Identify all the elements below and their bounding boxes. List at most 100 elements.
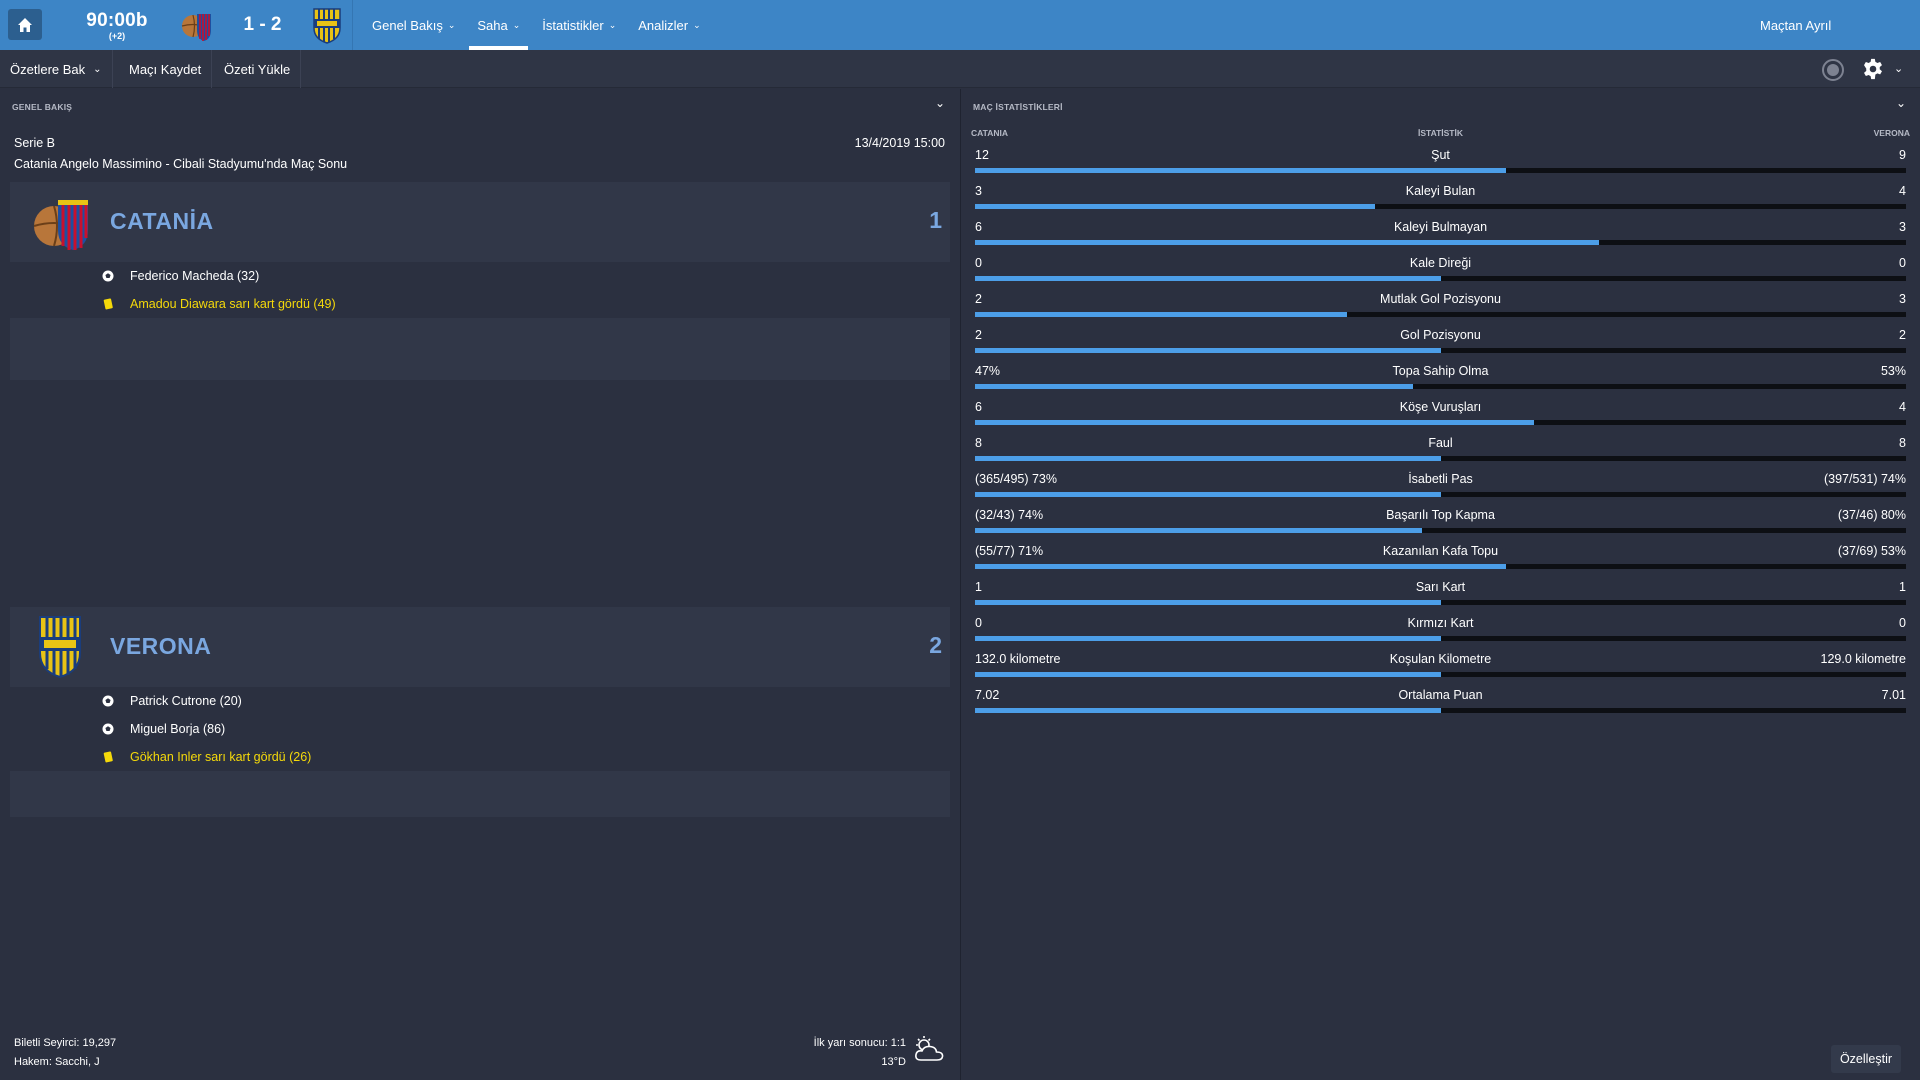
added-time: (+2): [108, 31, 126, 41]
leave-match-button[interactable]: Maçtan Ayrıl: [1760, 18, 1832, 33]
stats-col-away: VERONA: [1873, 128, 1910, 138]
goal-ball-icon: [102, 270, 114, 282]
nav-saha[interactable]: Saha ⌄: [469, 0, 529, 50]
event-goal[interactable]: Patrick Cutrone (20): [10, 687, 950, 715]
top-separator: [352, 0, 353, 50]
stat-label: Kaleyi Bulmayan: [1393, 220, 1488, 234]
goal-ball-icon: [102, 723, 114, 735]
event-text: Patrick Cutrone (20): [130, 694, 242, 708]
stat-bar-fill: [975, 456, 1441, 461]
event-goal[interactable]: Federico Macheda (32): [10, 262, 950, 290]
stat-away-value: 129.0 kilometre: [1820, 652, 1906, 666]
event-goal[interactable]: Miguel Borja (86): [10, 715, 950, 743]
load-highlights-button[interactable]: Özeti Yükle: [214, 50, 302, 88]
stat-bar: [975, 240, 1906, 245]
stat-label: Gol Pozisyonu: [1400, 328, 1481, 342]
nav-label: İstatistikler: [542, 17, 604, 33]
stats-col-home: CATANIA: [971, 128, 1008, 138]
overview-section-title: GENEL BAKIŞ: [12, 102, 73, 112]
event-yellow-card[interactable]: Gökhan Inler sarı kart gördü (26): [10, 743, 950, 771]
stat-home-value: 0: [975, 256, 982, 270]
goal-ball-icon: [102, 695, 114, 707]
stat-row: 6 Kaleyi Bulmayan 3: [975, 217, 1906, 253]
stat-away-value: 9: [1899, 148, 1906, 162]
stat-label: Kale Direği: [1409, 256, 1472, 270]
record-icon[interactable]: [1822, 59, 1844, 81]
stat-bar-fill: [975, 168, 1506, 173]
save-match-button[interactable]: Maçı Kaydet: [119, 50, 213, 88]
view-highlights-button[interactable]: Özetlere Bak ⌄: [0, 50, 113, 88]
stat-bar-fill: [975, 276, 1441, 281]
stat-label: Mutlak Gol Pozisyonu: [1380, 292, 1501, 306]
chevron-down-icon: ⌄: [93, 63, 102, 75]
panel-divider: [960, 89, 961, 1080]
home-button[interactable]: [8, 9, 42, 40]
nav-istatistikler[interactable]: İstatistikler ⌄: [534, 0, 624, 50]
stat-away-value: 3: [1899, 292, 1906, 306]
home-icon: [18, 17, 32, 32]
stat-away-value: 8: [1899, 436, 1906, 450]
stat-home-value: 1: [975, 580, 982, 594]
match-datetime: 13/4/2019 15:00: [854, 136, 945, 150]
chevron-down-icon: ⌄: [512, 19, 521, 30]
stat-label: Köşe Vuruşları: [1399, 400, 1482, 414]
stat-label: Şut: [1431, 148, 1450, 162]
stat-label: Sarı Kart: [1415, 580, 1466, 594]
catania-crest-icon: [181, 14, 211, 41]
stat-label: Başarılı Top Kapma: [1386, 508, 1495, 522]
stat-home-value: 6: [975, 220, 982, 234]
stat-away-value: 53%: [1880, 364, 1906, 378]
stat-away-value: 3: [1899, 220, 1906, 234]
stat-label: Kırmızı Kart: [1407, 616, 1474, 630]
stat-away-value: 4: [1899, 184, 1906, 198]
stat-bar: [975, 564, 1906, 569]
stat-row: 2 Gol Pozisyonu 2: [975, 325, 1906, 361]
collapse-chevron-icon[interactable]: ⌄: [1896, 96, 1907, 110]
stat-home-value: 6: [975, 400, 982, 414]
overview-panel: GENEL BAKIŞ ⌄ Serie B Catania Angelo Mas…: [0, 89, 960, 1080]
event-text: Amadou Diawara sarı kart gördü (49): [130, 297, 336, 311]
stat-bar: [975, 636, 1906, 641]
home-team-name[interactable]: CATANİA: [110, 208, 214, 234]
verona-crest-icon: [39, 616, 81, 679]
collapse-chevron-icon[interactable]: ⌄: [935, 96, 946, 110]
match-clock: 90:00b (+2): [84, 11, 150, 42]
stat-home-value: 2: [975, 328, 982, 342]
event-text: Miguel Borja (86): [130, 722, 226, 736]
nav-label: Saha: [477, 17, 508, 33]
settings-chevron-icon[interactable]: ⌄: [1894, 63, 1904, 75]
event-yellow-card[interactable]: Amadou Diawara sarı kart gördü (49): [10, 290, 950, 318]
nav-label: Analizler: [638, 17, 689, 33]
stat-away-value: (37/69) 53%: [1837, 544, 1906, 558]
nav-genel-bakis[interactable]: Genel Bakış ⌄: [364, 0, 463, 50]
stat-bar-fill: [975, 420, 1534, 425]
stat-label: Koşulan Kilometre: [1389, 652, 1492, 666]
stat-row: (32/43) 74% Başarılı Top Kapma (37/46) 80%: [975, 505, 1906, 541]
temperature-text: 13°D: [881, 1056, 906, 1068]
stat-bar-fill: [975, 600, 1441, 605]
stat-away-value: 0: [1899, 256, 1906, 270]
nav-analizler[interactable]: Analizler ⌄: [630, 0, 708, 50]
match-stats-panel: MAÇ İSTATİSTİKLERİ ⌄ CATANIA İSTATİSTİK …: [961, 89, 1920, 1080]
stat-bar: [975, 708, 1906, 713]
stat-home-value: 12: [975, 148, 989, 162]
stats-section-title: MAÇ İSTATİSTİKLERİ: [973, 102, 1063, 112]
away-team-score: 2: [929, 632, 942, 658]
stat-home-value: 7.02: [975, 688, 1000, 702]
away-team-name[interactable]: VERONA: [110, 633, 212, 659]
match-score: 1 - 2: [243, 14, 282, 35]
stat-bar-fill: [975, 384, 1413, 389]
stat-bar-fill: [975, 348, 1441, 353]
customize-button[interactable]: Özelleştir: [1831, 1045, 1901, 1073]
stat-row: 132.0 kilometre Koşulan Kilometre 129.0 ki…: [975, 649, 1906, 685]
stat-bar: [975, 420, 1906, 425]
yellow-card-icon: [103, 298, 113, 310]
stat-bar: [975, 456, 1906, 461]
stat-row: 47% Topa Sahip Olma 53%: [975, 361, 1906, 397]
stat-row: 7.02 Ortalama Puan 7.01: [975, 685, 1906, 721]
stat-away-value: 0: [1899, 616, 1906, 630]
competition-name: Serie B: [14, 136, 55, 150]
nav-label: Genel Bakış: [372, 17, 443, 33]
stat-bar: [975, 528, 1906, 533]
gear-icon[interactable]: [1862, 58, 1884, 80]
